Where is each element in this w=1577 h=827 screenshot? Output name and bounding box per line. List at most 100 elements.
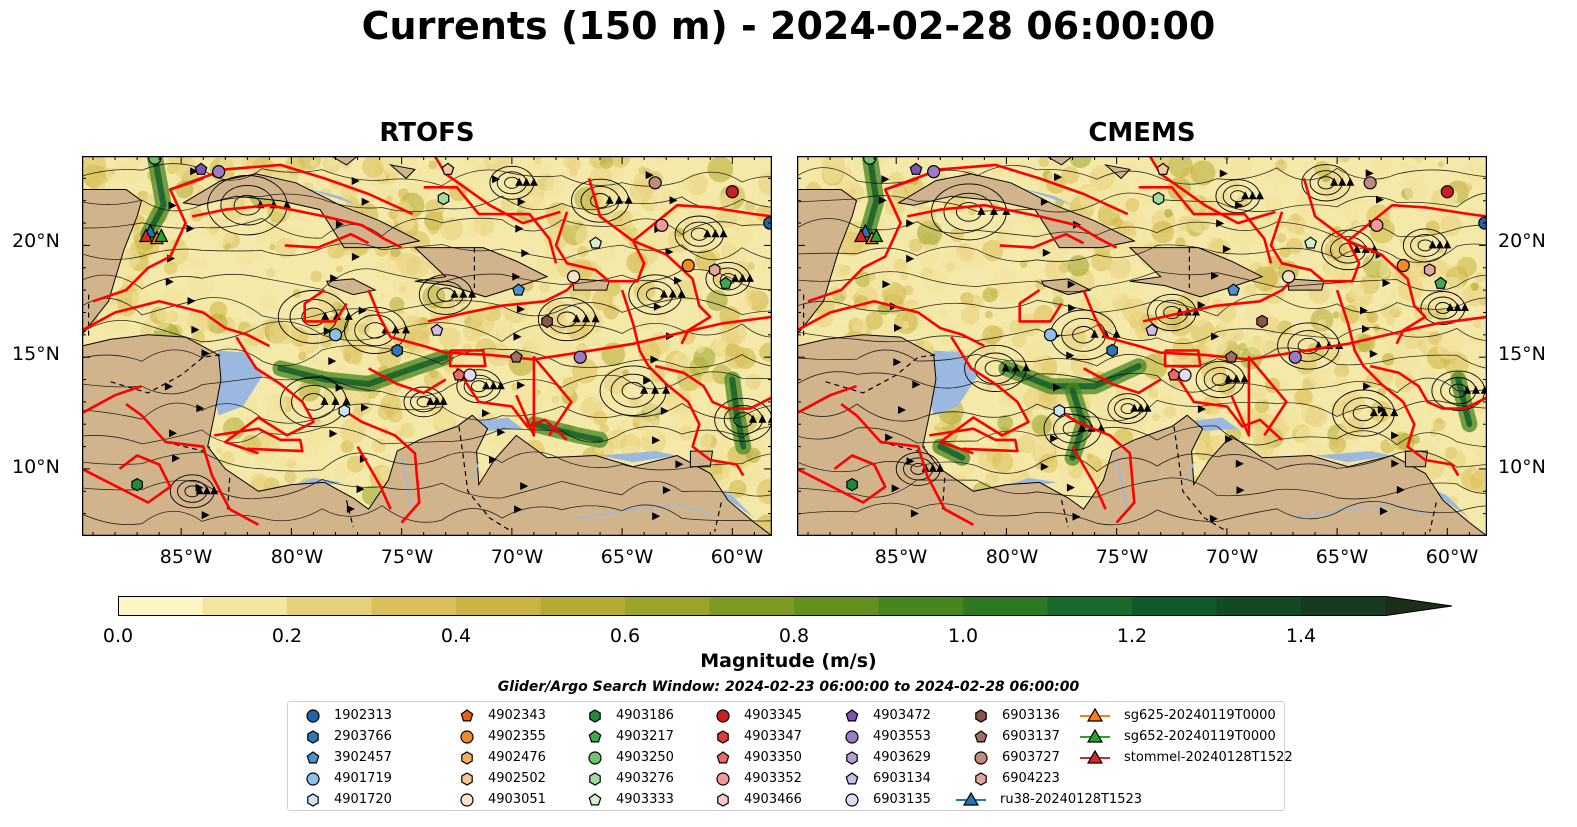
streamline-arrow: [1240, 374, 1249, 383]
map-panel-cmems[interactable]: [797, 156, 1487, 536]
glider-marker[interactable]: [138, 228, 153, 243]
shallow-water: [1315, 451, 1393, 463]
argo-float-marker[interactable]: [541, 314, 553, 329]
streamline-arrow: [450, 289, 459, 298]
argo-float-marker[interactable]: [1434, 276, 1448, 289]
argo-float-marker[interactable]: [328, 328, 343, 342]
argo-float-marker[interactable]: [927, 165, 941, 179]
argo-float-marker[interactable]: [573, 350, 587, 364]
argo-float-marker[interactable]: [463, 368, 477, 382]
streamline: [797, 293, 1487, 317]
streamline-arrow: [1197, 301, 1206, 310]
argo-float-marker[interactable]: [437, 191, 450, 206]
high-current-core: [729, 376, 747, 450]
legend-label: 4903347: [744, 729, 802, 744]
argo-float-marker[interactable]: [681, 258, 695, 273]
legend-marker: [845, 772, 859, 785]
legend-marker: [716, 751, 730, 764]
argo-float-marker[interactable]: [1167, 368, 1181, 381]
argo-float-marker[interactable]: [1224, 350, 1238, 363]
argo-float-marker[interactable]: [909, 162, 923, 175]
legend-label: 6903727: [1002, 750, 1060, 765]
boundary-line: [797, 454, 887, 504]
argo-float-marker[interactable]: [648, 176, 662, 190]
lon-label-cmems-85w: 85°W: [874, 546, 928, 568]
streamline-arrow: [1471, 385, 1480, 394]
streamline: [82, 217, 772, 239]
streamline-arrow: [496, 381, 505, 390]
streamline-arrow: [1446, 303, 1455, 311]
argo-float-marker[interactable]: [391, 343, 403, 358]
streamline-arrow: [459, 289, 468, 298]
argo-float-marker[interactable]: [1106, 343, 1118, 358]
argo-float-marker[interactable]: [452, 368, 466, 381]
hexagon-icon: [461, 751, 473, 765]
legend-marker: [588, 730, 602, 743]
streamline-arrow: [1377, 405, 1386, 414]
argo-float-marker[interactable]: [1256, 314, 1268, 329]
streamline: [82, 504, 772, 525]
argo-float-marker[interactable]: [863, 156, 877, 165]
map-panel-rtofs[interactable]: [82, 156, 772, 536]
argo-float-marker[interactable]: [725, 185, 739, 199]
streamline: [797, 399, 1487, 422]
streamline-arrow: [703, 229, 712, 238]
argo-float-marker[interactable]: [1281, 270, 1296, 284]
argo-float-marker[interactable]: [566, 270, 581, 284]
argo-float-marker[interactable]: [430, 323, 444, 336]
argo-float-marker[interactable]: [1043, 328, 1058, 342]
streamline-arrow: [1360, 306, 1368, 315]
glider-marker[interactable]: [154, 228, 169, 243]
argo-float-marker[interactable]: [512, 283, 525, 296]
streamline-arrow: [1241, 191, 1250, 200]
streamline-arrow: [936, 463, 945, 472]
glider-marker[interactable]: [853, 228, 868, 243]
argo-float-marker[interactable]: [1227, 283, 1240, 296]
legend-marker: [461, 772, 473, 786]
legend-label: 4902502: [488, 771, 546, 786]
streamline-arrow: [426, 396, 435, 405]
argo-float-marker[interactable]: [655, 218, 669, 232]
argo-float-marker[interactable]: [131, 477, 143, 492]
argo-float-marker[interactable]: [1145, 323, 1159, 336]
argo-float-marker[interactable]: [763, 216, 772, 230]
streamline-arrow: [881, 175, 890, 184]
argo-float-marker[interactable]: [1053, 404, 1066, 418]
shallow-water: [302, 187, 358, 206]
argo-float-marker[interactable]: [441, 162, 455, 175]
streamline-arrow: [1053, 383, 1062, 392]
streamline-arrow: [1235, 201, 1244, 210]
streamline-arrow: [1248, 191, 1257, 200]
argo-float-marker[interactable]: [1288, 350, 1302, 364]
argo-float-marker[interactable]: [1178, 368, 1192, 382]
argo-float-marker[interactable]: [708, 263, 721, 277]
argo-float-marker[interactable]: [1156, 162, 1170, 175]
argo-float-marker[interactable]: [589, 236, 603, 249]
argo-float-marker[interactable]: [846, 477, 858, 492]
argo-float-marker[interactable]: [509, 350, 523, 363]
glider-marker[interactable]: [869, 228, 884, 243]
argo-float-marker[interactable]: [1152, 191, 1165, 206]
streamline-arrow: [342, 396, 351, 405]
streamline-arrow: [482, 381, 491, 390]
streamline-arrow: [330, 274, 339, 283]
argo-float-marker[interactable]: [194, 162, 208, 175]
streamline-arrow: [186, 224, 195, 233]
streamline-arrow: [1236, 486, 1245, 495]
argo-float-marker[interactable]: [1370, 218, 1384, 232]
argo-float-marker[interactable]: [1440, 185, 1454, 199]
colorbar-segment: [540, 596, 626, 616]
argo-float-marker[interactable]: [1396, 258, 1410, 273]
argo-float-marker[interactable]: [338, 404, 351, 418]
argo-float-marker[interactable]: [1423, 263, 1436, 277]
argo-float-marker[interactable]: [1478, 216, 1487, 230]
argo-float-marker[interactable]: [1304, 236, 1318, 249]
argo-float-marker[interactable]: [719, 276, 733, 289]
argo-float-marker[interactable]: [1363, 176, 1377, 190]
argo-float-marker[interactable]: [212, 165, 226, 179]
hexagon-icon: [461, 772, 473, 786]
streamline-arrow: [1022, 363, 1031, 372]
colorbar-tick-6: 1.2: [1116, 625, 1148, 647]
argo-float-marker[interactable]: [148, 156, 162, 165]
streamline-arrow: [662, 385, 671, 394]
